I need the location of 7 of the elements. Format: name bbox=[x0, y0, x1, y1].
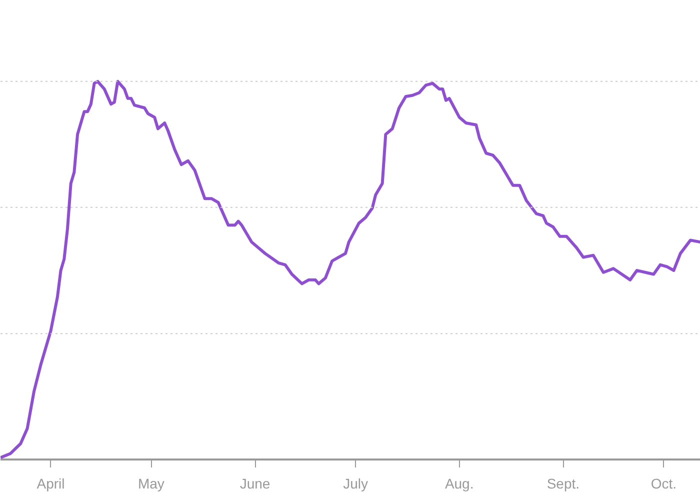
x-tick-label: May bbox=[138, 476, 164, 492]
x-tick-label: Sept. bbox=[546, 476, 580, 492]
x-tick-label: April bbox=[36, 476, 65, 492]
x-tick-label: June bbox=[240, 476, 270, 492]
x-tick-label: Aug. bbox=[444, 476, 474, 492]
x-tick-label: Oct. bbox=[650, 476, 676, 492]
x-tick-label: July bbox=[343, 476, 368, 492]
